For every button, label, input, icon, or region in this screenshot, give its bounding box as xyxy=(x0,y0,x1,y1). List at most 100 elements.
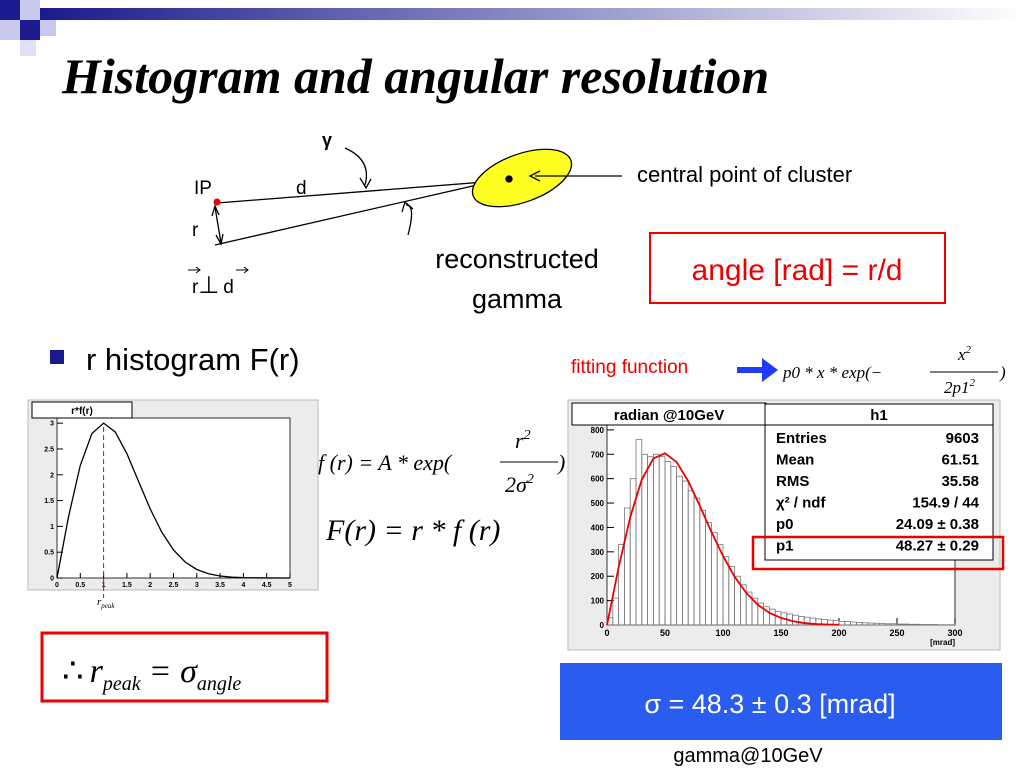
x-tick-label: 0 xyxy=(55,582,59,589)
sub: peak xyxy=(101,673,142,695)
num: r xyxy=(515,428,524,453)
sub: peak xyxy=(100,602,115,610)
y-tick-label: 3 xyxy=(50,421,54,428)
right-plot-title: radian @10GeV xyxy=(614,407,725,424)
fit-curve xyxy=(606,452,840,626)
num: x xyxy=(957,345,966,364)
y-tick-label: 100 xyxy=(591,597,605,606)
y-tick-label: 600 xyxy=(591,475,605,484)
x-tick-label: 1 xyxy=(102,582,106,589)
histogram-bar xyxy=(908,623,915,626)
reconstructed-label: reconstructed xyxy=(435,244,599,274)
f-num: r2 xyxy=(515,428,531,453)
stat-value: 48.27 ± 0.29 xyxy=(896,538,979,555)
curve xyxy=(56,422,291,579)
y-tick-label: 500 xyxy=(591,499,605,508)
perp-symbol: ⊥ xyxy=(198,272,219,299)
y-tick-label: 300 xyxy=(591,548,605,557)
fit-label: fitting function xyxy=(571,357,688,378)
stat-value: 24.09 ± 0.38 xyxy=(896,516,979,533)
stat-label: p1 xyxy=(776,538,794,555)
f-formula: f (r) = A * exp( r2 2σ2 ) xyxy=(318,428,565,497)
x-tick-label: 4.5 xyxy=(262,582,272,589)
y-tick-label: 1.5 xyxy=(44,498,54,505)
x-tick-label: 4 xyxy=(241,582,245,589)
r-label: r xyxy=(192,220,199,241)
x-tick-label: 2.5 xyxy=(169,582,179,589)
x-tick-label: 300 xyxy=(947,628,962,638)
stat-value: 35.58 xyxy=(941,473,979,490)
decoration xyxy=(0,0,1024,56)
fit-formula-den: 2p12 xyxy=(944,377,976,397)
gamma-label: γ xyxy=(322,130,332,150)
right-plot: 0 50 100 150 200 250 300 0 100 200 300 400 500 600 700… xyxy=(591,426,963,647)
y-tick-label: 200 xyxy=(591,572,605,581)
stat-value: 9603 xyxy=(946,430,979,447)
angle-formula: angle [rad] = r/d xyxy=(692,254,903,287)
y-tick-label: 1 xyxy=(50,524,54,531)
f-close: ) xyxy=(556,450,565,475)
cluster-label: central point of cluster xyxy=(637,162,852,187)
left-plot-title: r*f(r) xyxy=(71,406,93,417)
histogram-bar xyxy=(914,623,921,626)
y-tick-label: 700 xyxy=(591,450,605,459)
y-tick-label: 2.5 xyxy=(44,446,54,453)
y-tick-label: 2 xyxy=(50,472,54,479)
x-tick-label: 0.5 xyxy=(75,582,85,589)
ip-label: IP xyxy=(194,178,212,199)
sup: 2 xyxy=(966,344,972,356)
fit-formula: p0 * x * exp(− x2 2p12 ) xyxy=(782,344,1006,397)
f-den: 2σ2 xyxy=(505,472,534,497)
x-tick-label: 200 xyxy=(831,628,846,638)
stat-value: 61.51 xyxy=(941,452,979,469)
result-box xyxy=(560,663,1002,740)
bullet-marker xyxy=(50,350,64,364)
x-tick-label: 3 xyxy=(195,582,199,589)
stat-label: p0 xyxy=(776,516,794,533)
y-tick-label: 0 xyxy=(600,621,605,630)
y-tick-label: 400 xyxy=(591,523,605,532)
x-tick-label: 250 xyxy=(889,628,904,638)
x-tick-label: 50 xyxy=(660,628,670,638)
x-tick-label: 2 xyxy=(148,582,152,589)
den: 2σ xyxy=(505,472,528,497)
x-tick-label: 150 xyxy=(773,628,788,638)
caption: gamma@10GeV xyxy=(673,745,823,767)
vector-arrows xyxy=(188,266,249,274)
stat-value: 154.9 / 44 xyxy=(912,495,979,512)
sup: 2 xyxy=(970,377,976,389)
stat-label: Entries xyxy=(776,430,827,447)
sup: 2 xyxy=(527,472,534,487)
sup: 2 xyxy=(524,428,531,443)
peak-label: rpeak xyxy=(97,596,115,610)
x-axis-label: [mrad] xyxy=(930,638,955,647)
result-formula: ∴ rpeak = σangle xyxy=(62,653,241,695)
r: r xyxy=(97,596,102,608)
perp-r: r xyxy=(192,277,199,298)
fit-formula-lhs: p0 * x * exp(− xyxy=(782,363,882,382)
slide-title: Histogram and angular resolution xyxy=(61,48,769,104)
y-tick-label: 0 xyxy=(50,576,54,583)
left-plot: 0 0.5 1 1.5 2 2.5 3 3.5 4 4.5 5 0 0.5 1 1.5 2 2.5 3 xyxy=(44,421,292,598)
x-tick-label: 0 xyxy=(604,628,609,638)
d-label: d xyxy=(296,178,307,199)
r: r xyxy=(90,653,104,690)
y-tick-label: 0.5 xyxy=(44,550,54,557)
result-text: σ = 48.3 ± 0.3 [mrad] xyxy=(644,689,895,719)
bullet-text: r histogram F(r) xyxy=(86,342,300,377)
x-tick-label: 5 xyxy=(288,582,292,589)
p1-highlight xyxy=(751,535,1005,571)
stat-label: RMS xyxy=(776,473,809,490)
result-formula-box xyxy=(40,631,329,703)
fit-formula-close: ) xyxy=(999,363,1006,382)
fit-formula-num: x2 xyxy=(957,344,972,364)
diagram xyxy=(211,147,622,246)
perp-label: r⊥ d xyxy=(192,272,234,299)
perp-d: d xyxy=(223,277,234,298)
eq: = σ xyxy=(149,653,198,690)
stat-label: χ² / ndf xyxy=(776,495,826,512)
F-formula: F(r) = r * f (r) xyxy=(325,514,500,547)
x-tick-label: 1.5 xyxy=(122,582,132,589)
x-tick-label: 100 xyxy=(715,628,730,638)
